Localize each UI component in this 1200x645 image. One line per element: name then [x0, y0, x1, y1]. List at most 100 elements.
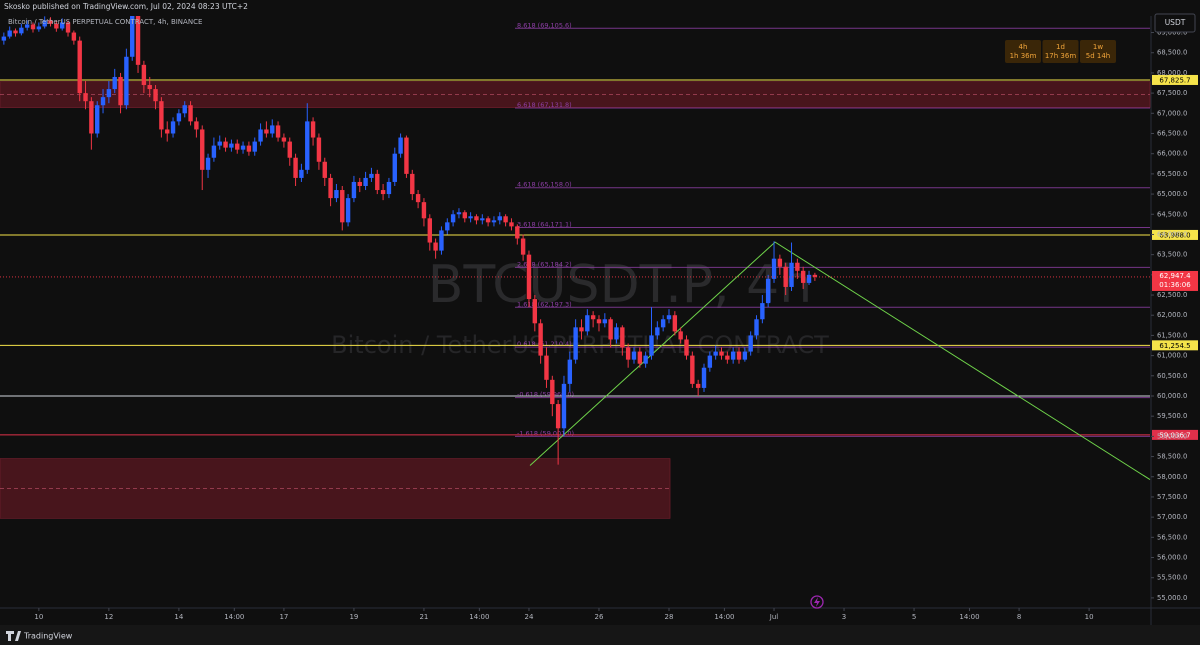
candle-body [305, 121, 310, 170]
candle-body [515, 226, 520, 239]
y-tick-label: 64,000.0 [1157, 230, 1187, 238]
price-label-box [1152, 340, 1198, 351]
x-tick-label: 14:00 [959, 613, 979, 621]
candle-body [707, 355, 713, 368]
candle-body [742, 351, 748, 360]
candle-body [135, 16, 141, 65]
candle-body [555, 404, 561, 429]
x-tick-label: 14:00 [224, 613, 244, 621]
y-tick-label: 66,500.0 [1157, 129, 1187, 137]
publisher: Skosko published on TradingView.com, Jul… [4, 2, 248, 11]
price-label-box [1152, 229, 1198, 240]
candle-body [235, 143, 240, 150]
candle-body [229, 143, 234, 148]
candle-body [375, 173, 380, 191]
candle-body [54, 23, 59, 29]
fib-label: 2.618 (63,184.2) [517, 260, 572, 268]
candle-body [340, 190, 345, 223]
candle-body [386, 181, 392, 195]
x-tick-label: 17 [279, 613, 288, 621]
fib-label: -0.618 (59,960.0) [517, 391, 574, 399]
candle-body [585, 315, 590, 332]
currency-box[interactable] [1154, 13, 1196, 33]
candle-body [503, 216, 508, 223]
candle-body [561, 383, 567, 429]
candle-body [684, 339, 689, 356]
brand-logo [6, 631, 21, 641]
x-tick-label: 24 [525, 613, 534, 621]
candle-body [748, 335, 753, 352]
candle-body [252, 141, 257, 152]
candle-body [194, 121, 199, 130]
candle-body [485, 218, 491, 223]
y-tick-label: 64,500.0 [1157, 210, 1187, 218]
candle-body [701, 367, 707, 388]
candle-body [36, 26, 42, 30]
candle-body [649, 335, 654, 356]
watermark: BTCUSDT.P, 4h [428, 255, 812, 315]
y-tick-label: 62,500.0 [1157, 291, 1187, 299]
axes: 67,825.7 63,988.0 61,254.5 59,036.7 55,000.0… [34, 29, 1198, 621]
candle-body [410, 173, 415, 195]
candle-body [95, 105, 100, 134]
candle-body [345, 198, 351, 223]
candle-body [287, 141, 292, 158]
y-tick-label: 67,000.0 [1157, 109, 1187, 117]
candle-body [532, 299, 538, 324]
candle-body [65, 22, 71, 33]
price-label: 67,825.7 [1159, 76, 1190, 84]
candle-body [433, 242, 438, 251]
y-tick-label: 60,000.0 [1157, 392, 1187, 400]
footer [0, 625, 1200, 645]
timeframe-remaining: 1h 36m [1010, 52, 1037, 60]
price-label: 59,036.7 [1159, 431, 1190, 439]
candle-body [398, 137, 403, 154]
candle-body [182, 105, 187, 114]
candle-body [392, 153, 397, 182]
last-price-label: 62,947.4 [1159, 272, 1191, 280]
x-tick-label: 8 [1017, 613, 1021, 621]
candle-body [520, 238, 526, 255]
candle-body [299, 169, 304, 178]
candle-body [614, 327, 619, 340]
y-tick-label: 56,500.0 [1157, 533, 1187, 541]
candle-body [806, 274, 812, 283]
candle-body [456, 212, 462, 215]
candle-body [666, 315, 672, 320]
candle-body [538, 323, 543, 356]
candle-body [170, 121, 176, 134]
candle-body [590, 315, 596, 320]
y-tick-label: 68,000.0 [1157, 69, 1187, 77]
candle-body [141, 64, 147, 86]
candle-body [602, 319, 608, 324]
candle-body [643, 355, 648, 364]
y-tick-label: 62,000.0 [1157, 311, 1187, 319]
candle-body [89, 101, 94, 134]
candle-body [165, 129, 170, 134]
x-tick-label: 26 [595, 613, 604, 621]
candle-body [474, 216, 479, 221]
candle-body [620, 327, 625, 348]
x-tick-label: 14:00 [469, 613, 489, 621]
candle-body [672, 315, 678, 332]
price-label-box [1152, 429, 1198, 440]
y-tick-label: 56,000.0 [1157, 554, 1187, 562]
x-tick-label: 14 [174, 613, 183, 621]
candle-body [7, 30, 12, 37]
y-tick-label: 67,500.0 [1157, 89, 1187, 97]
candle-body [404, 137, 409, 174]
timeframe-interval: 1d [1056, 43, 1065, 51]
fib-label: 4.618 (65,158.0) [517, 181, 572, 189]
candle-body [754, 319, 759, 336]
y-tick-label: 58,000.0 [1157, 473, 1187, 481]
candle-body [380, 190, 386, 195]
candle-body [100, 97, 106, 106]
candle-body [415, 194, 421, 203]
event-icon[interactable] [810, 595, 824, 609]
y-tick-label: 60,500.0 [1157, 372, 1187, 380]
candle-body [795, 262, 800, 271]
candle-body [205, 157, 211, 170]
x-tick-label: 21 [419, 613, 428, 621]
candle-body [322, 161, 327, 178]
